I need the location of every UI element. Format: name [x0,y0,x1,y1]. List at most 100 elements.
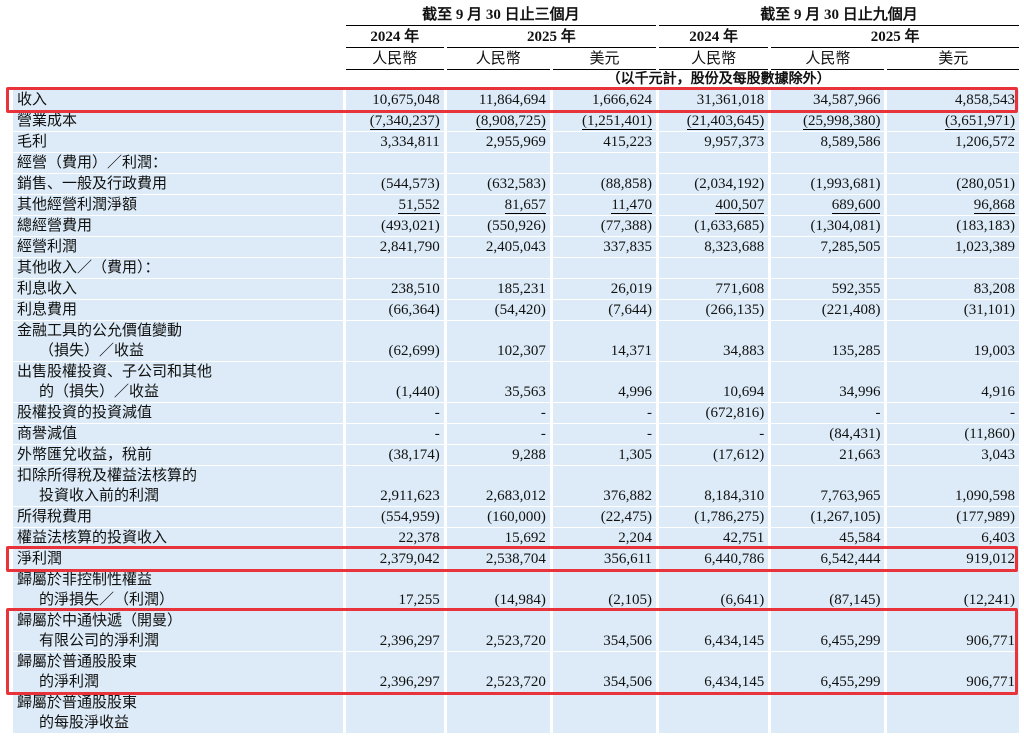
value: 415,223 [603,134,653,150]
value-cell: 400,507 [659,195,769,215]
label-line: 歸屬於中通快遞（開曼） [17,613,183,629]
value: (1,993,681) [810,176,881,192]
value-cell: 2,523,720 [446,611,550,651]
value: - [647,426,653,442]
value-cell: (14,984) [446,570,550,610]
label-line: 權益法核算的投資收入 [17,530,168,546]
value: 771,608 [715,281,765,297]
value-cell: 6,455,299 [771,652,885,692]
value-cell [446,153,550,173]
value: - [434,426,440,442]
value-cell: 22,378 [345,528,444,548]
table-row: 歸屬於普通股股東 的淨利潤 2,396,297 2,523,720 354,506 6,4… [13,652,1019,692]
value-cell: 2,841,790 [345,237,444,257]
value-cell: (22,475) [552,507,657,527]
value-cell: - [446,424,550,444]
row-label: 金融工具的公允價值變動 （損失）／收益 [13,321,343,361]
value: 8,184,310 [704,488,765,504]
table-row: 所得稅費用 (554,959) (160,000) (22,475) (1,786,27… [13,507,1019,527]
value: 45,584 [839,530,881,547]
value-cell: (88,858) [552,174,657,194]
value: 31,361,018 [696,92,765,108]
group-header: 截至 9 月 30 日止九個月 [659,5,1019,26]
value: (1,251,401) [582,113,653,130]
row-label: 歸屬於非控制性權益 的淨損失／（利潤） [13,570,343,610]
value: (87,145) [829,592,881,608]
value-cell: 51,552 [345,195,444,215]
value-cell: 96,868 [887,195,1019,215]
value-cell: 2,405,043 [446,237,550,257]
row-label: 所得稅費用 [13,507,343,527]
table-row: 利息收入 238,510 185,231 26,019 771,608 592,355 83… [13,279,1019,299]
value: 4,916 [981,384,1015,400]
year-header: 2025 年 [771,27,1019,48]
value: 4,858,543 [955,92,1015,108]
value: 42,751 [722,530,765,547]
value-cell: 31,361,018 [659,90,769,110]
value-cell: 2,911,623 [345,466,444,506]
value: (493,021) [380,218,440,234]
value-cell: 1,023,389 [887,237,1019,257]
table-row: 營業成本 (7,340,237) (8,908,725) (1,251,401) (21… [13,111,1019,131]
label-line: 的（損失）／收益 [39,384,160,400]
value: 7,763,965 [820,488,881,504]
table-row: 歸屬於中通快遞（開曼） 有限公司的淨利潤 2,396,297 2,523,720 354… [13,611,1019,651]
value: 6,455,299 [820,674,881,690]
value: 2,396,297 [379,674,440,690]
value-cell: 6,434,145 [659,611,769,651]
value: 2,538,704 [485,551,546,567]
value-cell [345,693,444,733]
value-cell: 238,510 [345,279,444,299]
value: 81,657 [504,197,546,214]
value-cell: 11,470 [552,195,657,215]
row-label: 利息收入 [13,279,343,299]
label-line: 經營利潤 [17,239,78,255]
value: 400,507 [715,197,765,214]
value: 102,307 [497,343,546,359]
value: (550,926) [487,218,546,234]
value-cell: 4,996 [552,362,657,402]
value: 83,208 [973,281,1015,297]
value-cell: 135,285 [771,321,885,361]
label-line: （損失）／收益 [39,343,145,359]
value: 96,868 [973,197,1015,214]
value-cell: 45,584 [771,528,885,548]
value-cell [552,258,657,278]
highlight-box [6,608,1018,695]
value: 906,771 [966,674,1015,690]
table-row: 歸屬於非控制性權益 的淨損失／（利潤） 17,255 (14,984) (2,105) (… [13,570,1019,610]
label-line: 總經營費用 [17,218,93,234]
label-line: 銷售、一般及行政費用 [17,176,168,192]
value: 34,883 [722,343,765,359]
currency-header: 人民幣 [345,49,444,70]
value-cell: (2,105) [552,570,657,610]
label-line: 淨利潤 [17,551,63,567]
value-cell: (12,241) [887,570,1019,610]
value: (88,858) [600,176,653,192]
label-line: 的淨損失／（利潤） [39,592,175,608]
row-label: 毛利 [13,132,343,152]
value-cell: 356,611 [552,549,657,569]
value: 919,012 [966,551,1015,567]
value-cell: (3,651,971) [887,111,1019,131]
value: (84,431) [829,426,881,442]
value-cell: 9,957,373 [659,132,769,152]
value-cell: (554,959) [345,507,444,527]
label-line: 歸屬於普通股股東 [17,695,138,711]
row-label: 歸屬於普通股股東 的淨利潤 [13,652,343,692]
value: 2,841,790 [379,239,440,255]
value: 689,600 [831,197,881,214]
value-cell: 1,666,624 [552,90,657,110]
value-cell: 10,694 [659,362,769,402]
value: 6,434,145 [704,674,765,690]
value-cell: 2,396,297 [345,652,444,692]
label-line: 投資收入前的利潤 [39,488,160,504]
value: (17,612) [712,447,765,463]
value: 6,455,299 [820,633,881,649]
value-cell: 6,440,786 [659,549,769,569]
value: 2,204 [618,530,653,547]
row-label: 經營（費用）／利潤： [13,153,343,173]
value: (6,641) [720,592,765,608]
value-cell: (87,145) [771,570,885,610]
